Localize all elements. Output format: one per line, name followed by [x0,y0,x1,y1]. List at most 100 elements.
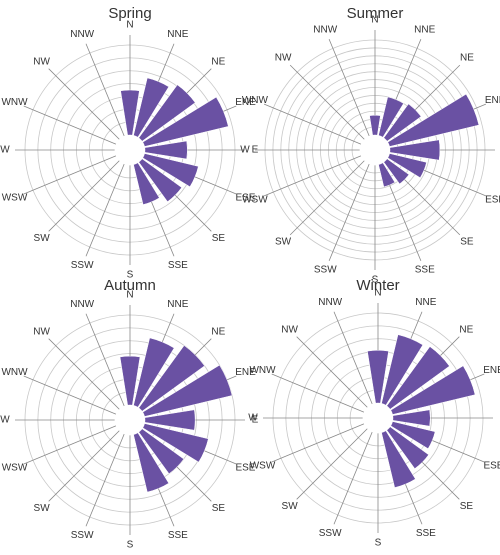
chart-title: Autumn [104,277,156,294]
direction-label: NNW [313,25,337,36]
spoke [289,160,365,236]
bar [122,405,127,408]
direction-label: SSW [314,265,337,276]
direction-label: NNE [167,29,188,40]
bar [360,153,363,158]
direction-label: WNW [242,95,269,106]
bar [360,142,363,147]
rose-chart: SpringNNNENEENEEESESESSESSSWSWWSWWWNWNWN… [0,5,258,281]
direction-label: ESE [483,460,500,471]
center-hole [360,135,390,165]
direction-label: N [126,20,133,31]
direction-label: SSW [319,528,342,539]
direction-label: SSE [168,530,188,541]
bar [115,142,118,147]
direction-label: N [126,290,133,301]
direction-label: WSW [2,462,28,473]
direction-label: NNW [70,299,94,310]
direction-label: W [0,415,10,426]
center-hole [363,403,393,433]
direction-label: ENE [235,97,256,108]
direction-label: SW [34,503,51,514]
direction-label: N [374,288,381,299]
spoke [263,155,362,197]
direction-label: ENE [485,95,500,106]
direction-label: SSE [415,265,435,276]
direction-label: E [252,415,259,426]
direction-label: SSW [71,260,94,271]
direction-label: S [372,275,379,286]
direction-label: NE [211,56,225,67]
bar [115,423,118,428]
spoke [263,103,362,145]
direction-label: NNE [415,297,436,308]
direction-label: SE [212,503,226,514]
direction-label: SSE [416,528,436,539]
direction-label: WNW [1,367,28,378]
direction-label: ENE [483,365,500,376]
bar [122,432,127,435]
direction-label: NNW [70,29,94,40]
direction-label: NW [281,324,298,335]
direction-label: ESE [235,462,255,473]
chart-title: Spring [108,5,151,22]
direction-label: SE [460,237,474,248]
spoke [48,430,120,502]
spoke [328,38,370,137]
direction-label: NE [211,326,225,337]
direction-label: WSW [242,194,268,205]
spoke [289,64,365,140]
direction-label: S [127,540,134,551]
direction-label: SW [282,501,299,512]
bar [363,421,366,426]
direction-label: WNW [1,97,28,108]
direction-label: SW [275,237,292,248]
direction-label: WSW [250,460,276,471]
direction-label: NW [33,326,50,337]
direction-label: W [0,145,10,156]
direction-label: SE [212,233,226,244]
direction-label: N [371,15,378,26]
bar [115,412,118,417]
direction-label: NW [275,53,292,64]
spoke [48,338,120,410]
center-hole [115,405,145,435]
direction-label: ESE [235,192,255,203]
center-hole [115,135,145,165]
direction-label: S [127,270,134,281]
bar [367,162,372,165]
direction-label: WNW [249,365,276,376]
direction-label: ENE [235,367,256,378]
bar [367,135,372,138]
bar [115,153,118,158]
direction-label: WSW [2,192,28,203]
bar [122,135,127,138]
bar [370,403,375,406]
direction-label: S [375,538,382,549]
spoke [48,68,120,140]
chart-title: Summer [347,5,404,22]
chart-title: Winter [356,277,399,294]
spoke [271,373,365,413]
bar [369,114,381,136]
spoke [23,375,117,415]
spoke [23,155,117,195]
spoke [328,163,370,262]
direction-label: ESE [485,194,500,205]
direction-label: W [240,145,250,156]
direction-label: NE [459,324,473,335]
spoke [23,105,117,145]
direction-label: W [248,413,258,424]
spoke [296,428,368,500]
rose-chart: SummerNNNENEENEEESESESSESSSWSWWSWWWNWNWN… [240,5,500,286]
spoke [296,336,368,408]
spoke [85,313,125,407]
direction-label: SSW [71,530,94,541]
spoke [48,160,120,232]
spoke [23,425,117,465]
direction-label: NE [460,53,474,64]
direction-label: NNW [318,297,342,308]
